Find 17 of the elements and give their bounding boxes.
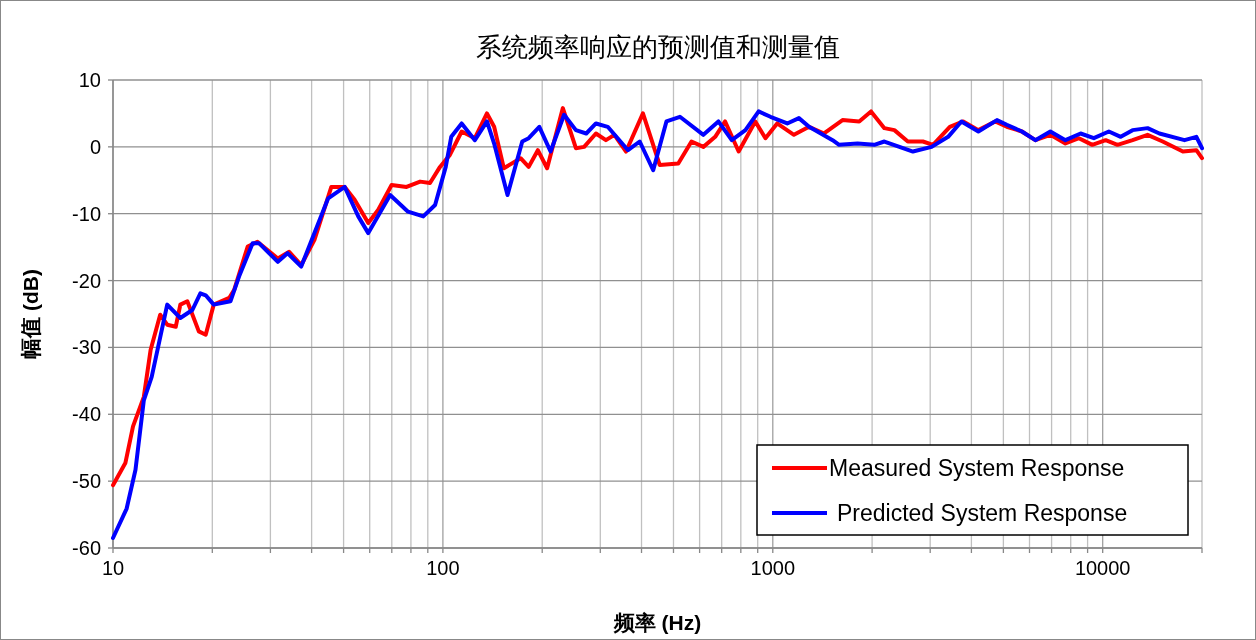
y-tick-label: -40 xyxy=(72,403,101,426)
x-tick-label: 10 xyxy=(101,557,125,579)
y-axis-title: 幅值 (dB) xyxy=(19,269,42,359)
x-axis-title: 频率 (Hz) xyxy=(612,611,702,634)
legend-label: Predicted System Response xyxy=(837,500,1128,526)
y-tick-label: -10 xyxy=(72,202,101,225)
y-tick-label: 10 xyxy=(78,69,101,91)
x-tick-label: 1000 xyxy=(750,557,796,579)
chart-title: 系统频率响应的预测值和测量值 xyxy=(475,32,840,62)
y-tick-label: -20 xyxy=(72,269,101,292)
legend-label: Measured System Response xyxy=(829,455,1125,481)
y-tick-label: -60 xyxy=(72,537,101,559)
y-tick-label: -50 xyxy=(72,470,101,493)
y-tick-label: 0 xyxy=(89,135,101,158)
x-tick-label: 10000 xyxy=(1074,557,1131,579)
y-tick-label: -30 xyxy=(72,336,101,359)
x-tick-label: 100 xyxy=(426,557,460,579)
